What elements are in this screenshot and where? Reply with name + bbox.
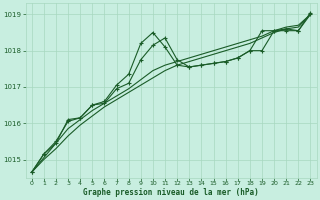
X-axis label: Graphe pression niveau de la mer (hPa): Graphe pression niveau de la mer (hPa) <box>83 188 259 197</box>
